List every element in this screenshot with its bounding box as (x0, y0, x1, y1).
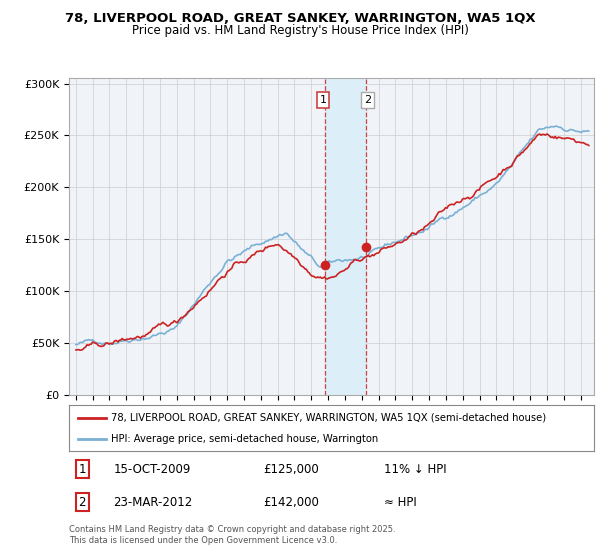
Text: 78, LIVERPOOL ROAD, GREAT SANKEY, WARRINGTON, WA5 1QX (semi-detached house): 78, LIVERPOOL ROAD, GREAT SANKEY, WARRIN… (111, 413, 546, 423)
Text: 11% ↓ HPI: 11% ↓ HPI (384, 463, 446, 475)
Text: ≈ HPI: ≈ HPI (384, 496, 417, 508)
Text: 2: 2 (364, 95, 371, 105)
Text: Contains HM Land Registry data © Crown copyright and database right 2025.
This d: Contains HM Land Registry data © Crown c… (69, 525, 395, 545)
Bar (325, 78, 365, 395)
Text: 2: 2 (79, 496, 86, 508)
Text: £125,000: £125,000 (263, 463, 319, 475)
Text: 78, LIVERPOOL ROAD, GREAT SANKEY, WARRINGTON, WA5 1QX: 78, LIVERPOOL ROAD, GREAT SANKEY, WARRIN… (65, 12, 535, 25)
Text: 1: 1 (79, 463, 86, 475)
Text: HPI: Average price, semi-detached house, Warrington: HPI: Average price, semi-detached house,… (111, 435, 378, 444)
Text: £142,000: £142,000 (263, 496, 319, 508)
Text: 1: 1 (319, 95, 326, 105)
Text: 15-OCT-2009: 15-OCT-2009 (113, 463, 191, 475)
Text: Price paid vs. HM Land Registry's House Price Index (HPI): Price paid vs. HM Land Registry's House … (131, 24, 469, 36)
Text: 23-MAR-2012: 23-MAR-2012 (113, 496, 193, 508)
